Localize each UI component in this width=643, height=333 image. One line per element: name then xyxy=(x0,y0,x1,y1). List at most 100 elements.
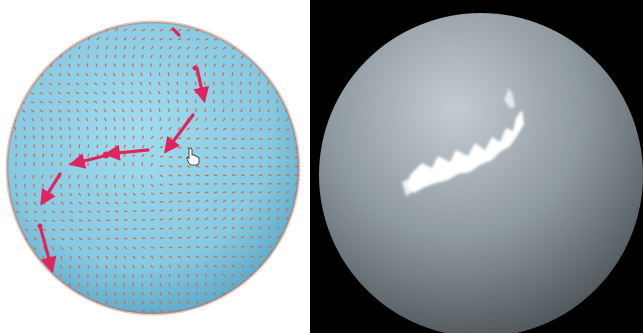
field-arrow xyxy=(249,245,254,248)
field-arrow xyxy=(267,174,272,177)
field-arrow xyxy=(177,165,182,168)
field-arrow xyxy=(123,210,128,213)
field-arrow xyxy=(159,146,164,149)
field-arrow xyxy=(213,46,218,50)
field-arrow xyxy=(231,207,235,212)
field-arrow xyxy=(159,300,163,305)
field-arrow xyxy=(131,72,134,77)
vector-field-canvas[interactable] xyxy=(0,0,310,333)
field-arrow xyxy=(42,219,47,222)
field-arrow xyxy=(76,72,80,77)
field-arrow xyxy=(150,246,155,249)
field-arrow xyxy=(131,117,134,122)
field-arrow xyxy=(123,28,128,32)
field-arrow xyxy=(294,182,299,185)
rendered-sphere-canvas[interactable] xyxy=(310,0,643,333)
path-segment-1 xyxy=(193,66,210,104)
field-arrow xyxy=(158,108,161,113)
field-arrow xyxy=(85,109,89,113)
field-arrow xyxy=(195,255,200,259)
field-arrow xyxy=(141,37,146,41)
field-arrow xyxy=(113,174,116,179)
vector-field-sphere-view[interactable] xyxy=(0,0,310,333)
field-arrow xyxy=(94,108,98,113)
field-arrow xyxy=(41,126,44,131)
field-arrow xyxy=(75,91,80,95)
field-arrow xyxy=(105,300,108,305)
field-arrow xyxy=(95,126,98,131)
field-arrow xyxy=(150,162,154,167)
field-arrow xyxy=(276,235,281,239)
field-arrow xyxy=(87,36,91,41)
field-arrow xyxy=(78,144,81,149)
field-arrow xyxy=(78,237,83,241)
field-arrow xyxy=(240,156,245,159)
field-arrow xyxy=(33,210,38,214)
field-arrow xyxy=(114,291,117,296)
field-arrow xyxy=(258,156,263,159)
field-arrow xyxy=(96,144,99,149)
field-arrow xyxy=(222,291,226,296)
field-arrow xyxy=(249,72,252,77)
field-arrow xyxy=(212,90,215,95)
field-arrow xyxy=(231,156,236,159)
field-arrow xyxy=(60,144,63,149)
field-arrow xyxy=(276,118,280,122)
field-arrow xyxy=(231,117,235,122)
field-arrow xyxy=(276,147,281,150)
field-arrow xyxy=(50,174,53,179)
shaded-sphere-view[interactable] xyxy=(310,0,643,333)
field-arrow xyxy=(267,182,272,185)
field-arrow xyxy=(276,190,281,194)
field-arrow xyxy=(141,264,145,269)
field-arrow xyxy=(222,55,226,59)
field-arrow xyxy=(168,117,171,122)
field-arrow xyxy=(177,291,181,296)
field-arrow xyxy=(186,199,191,203)
field-arrow xyxy=(249,235,254,239)
field-arrow xyxy=(203,81,206,86)
field-arrow xyxy=(114,54,117,59)
field-arrow xyxy=(39,100,44,104)
field-arrow xyxy=(204,236,209,239)
field-arrow xyxy=(204,63,207,68)
field-arrow xyxy=(267,165,272,168)
field-arrow xyxy=(166,90,170,95)
field-arrow xyxy=(267,216,271,221)
field-arrow xyxy=(177,217,182,221)
field-arrow xyxy=(86,63,89,68)
field-arrow xyxy=(96,210,101,213)
field-arrow xyxy=(195,137,200,140)
field-arrow xyxy=(240,264,245,268)
field-arrow xyxy=(177,208,182,212)
field-arrow xyxy=(33,201,37,206)
field-arrow xyxy=(222,117,226,122)
field-arrow xyxy=(177,264,181,269)
field-arrow xyxy=(204,291,208,296)
field-arrow xyxy=(87,144,90,149)
field-arrow xyxy=(276,128,281,131)
field-arrow xyxy=(204,54,208,59)
field-arrow xyxy=(105,264,108,269)
field-arrow xyxy=(186,208,191,212)
field-arrow xyxy=(123,135,126,140)
field-arrow xyxy=(140,72,143,77)
field-arrow xyxy=(84,100,89,104)
field-arrow xyxy=(204,208,209,212)
field-arrow xyxy=(76,117,80,122)
field-arrow xyxy=(204,264,209,268)
field-arrow xyxy=(57,91,62,95)
field-arrow xyxy=(68,174,71,179)
field-arrow xyxy=(105,192,109,197)
field-arrow xyxy=(132,264,135,269)
field-arrow xyxy=(159,273,162,278)
field-arrow xyxy=(231,63,235,68)
field-arrow xyxy=(85,117,89,122)
field-arrow xyxy=(105,228,110,231)
field-arrow xyxy=(213,282,217,287)
field-arrow xyxy=(231,255,236,258)
field-arrow xyxy=(69,228,74,231)
field-arrow xyxy=(95,174,98,179)
field-arrow xyxy=(48,91,53,95)
field-arrow xyxy=(222,273,226,278)
